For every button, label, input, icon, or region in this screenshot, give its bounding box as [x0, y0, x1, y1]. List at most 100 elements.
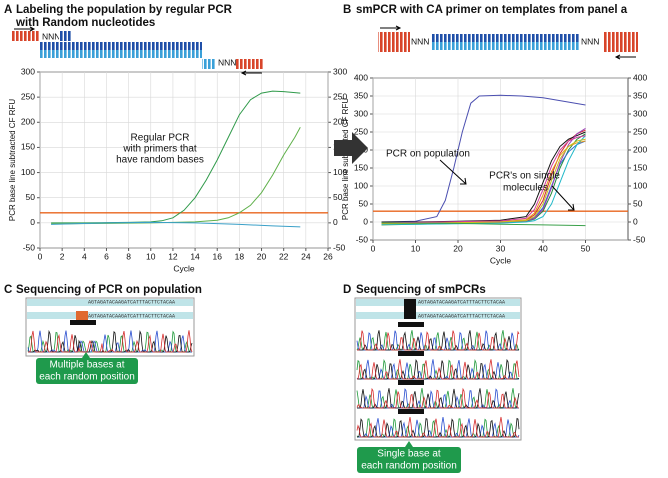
random-box	[398, 351, 424, 356]
y-tick-label: 300	[354, 108, 368, 118]
panel-letter: C	[4, 284, 12, 296]
annotation: Regular PCR	[131, 133, 190, 144]
x-tick-label: 8	[126, 251, 131, 261]
annotation: with primers that	[122, 144, 197, 155]
y2-tick-label: 100	[333, 167, 347, 177]
sequence: AGTAGATACAAGATCATTTACTTCTACAA	[418, 313, 505, 319]
annotation-arrow	[551, 185, 575, 211]
chromatogram	[357, 388, 520, 409]
panel-title: with Random nucleotides	[15, 17, 155, 29]
callout	[36, 358, 138, 384]
series-line	[381, 135, 586, 224]
panel-title: Sequencing of smPCRs	[356, 284, 486, 296]
panel-b: B smPCR with CA primer on templates from…	[341, 4, 647, 265]
callout-text: each random position	[361, 461, 457, 472]
sequence: AGTAGATACAAGATCATTTACTTCTACAA	[88, 313, 175, 319]
random-site	[404, 299, 416, 319]
callout-text: Multiple bases at	[49, 360, 124, 371]
x-axis-label: Cycle	[490, 255, 512, 265]
chromatogram	[357, 330, 520, 351]
panel-letter: B	[343, 4, 351, 16]
annotation: PCR's on single	[489, 171, 560, 182]
y-tick-label: -50	[356, 234, 369, 244]
callout-text: Single base at	[377, 449, 441, 460]
plot-area	[39, 71, 329, 249]
series-line	[381, 138, 586, 225]
seq-row	[27, 299, 193, 306]
series-line	[381, 222, 586, 227]
annotation: have random bases	[116, 155, 204, 166]
y2-tick-label: 200	[633, 144, 647, 154]
x-tick-label: 0	[38, 251, 43, 261]
arrow	[380, 25, 636, 60]
template	[40, 50, 202, 58]
panel-a: A Labeling the population by regular PCR…	[4, 4, 347, 273]
annotation: molecules	[503, 183, 548, 194]
panel-d: D Sequencing of smPCRs AGTAGATACAAGATCAT…	[343, 284, 522, 473]
random-label: NNN	[218, 57, 236, 67]
primer	[604, 32, 638, 42]
y-tick-label: 0	[30, 217, 35, 227]
series-line	[51, 221, 301, 228]
series-line	[381, 135, 586, 225]
callout-pointer	[405, 441, 413, 447]
x-tick-label: 30	[496, 243, 506, 253]
random-label: NNN	[581, 36, 599, 46]
chromatogram	[357, 417, 520, 438]
primer	[59, 31, 71, 41]
y-tick-label: 150	[21, 142, 35, 152]
x-tick-label: 24	[301, 251, 311, 261]
arrow	[14, 26, 262, 76]
y-tick-label: 100	[354, 180, 368, 190]
y2-tick-label: 0	[633, 216, 638, 226]
x-tick-label: 20	[453, 243, 463, 253]
x-axis-label: Cycle	[173, 263, 195, 273]
panel-letter: D	[343, 284, 351, 296]
y2-tick-label: 200	[333, 117, 347, 127]
random-label: NNN	[42, 31, 60, 41]
y2-tick-label: -50	[633, 234, 646, 244]
random-label: NNN	[411, 36, 429, 46]
y2-tick-label: 350	[633, 90, 647, 100]
y-tick-label: 50	[359, 198, 369, 208]
random-site	[76, 311, 88, 320]
x-tick-label: 2	[60, 251, 65, 261]
x-tick-label: 40	[538, 243, 548, 253]
x-tick-label: 10	[411, 243, 421, 253]
y-tick-label: 200	[21, 117, 35, 127]
x-tick-label: 18	[235, 251, 245, 261]
chromatogram	[356, 387, 520, 409]
sequence: AGTAGATACAAGATCATTTACTTCTACAA	[88, 299, 175, 305]
random-box	[398, 380, 424, 385]
primer	[604, 42, 638, 52]
y-tick-label: -50	[23, 242, 36, 252]
primer	[202, 59, 216, 69]
y2-tick-label: 250	[333, 91, 347, 101]
callout-pointer	[82, 352, 90, 358]
chromatogram	[356, 359, 520, 380]
y-tick-label: 0	[363, 216, 368, 226]
callout-text: each random position	[39, 372, 135, 383]
annotation: PCR on population	[386, 149, 470, 160]
x-tick-label: 22	[279, 251, 289, 261]
panel-letter: A	[4, 4, 12, 16]
y2-tick-label: 250	[633, 126, 647, 136]
panel-title: Labeling the population by regular PCR	[16, 4, 233, 16]
seq-row	[27, 312, 193, 319]
y2-tick-label: 300	[633, 108, 647, 118]
y-tick-label: 250	[354, 126, 368, 136]
y2-tick-label: 50	[633, 198, 643, 208]
sequence: AGTAGATACAAGATCATTTACTTCTACAA	[418, 299, 505, 305]
primer	[12, 31, 40, 41]
chromatogram	[28, 330, 193, 353]
callout	[357, 447, 461, 473]
y2-tick-label: 100	[633, 180, 647, 190]
x-tick-label: 14	[190, 251, 200, 261]
primer-diagram: NNN NNN	[12, 26, 264, 76]
panel-arrow	[334, 132, 368, 164]
y2-tick-label: 150	[633, 162, 647, 172]
template	[40, 42, 202, 50]
random-box	[70, 320, 96, 325]
x-tick-label: 26	[323, 251, 333, 261]
panel-c: C Sequencing of PCR on population AGTAGA…	[4, 284, 202, 384]
